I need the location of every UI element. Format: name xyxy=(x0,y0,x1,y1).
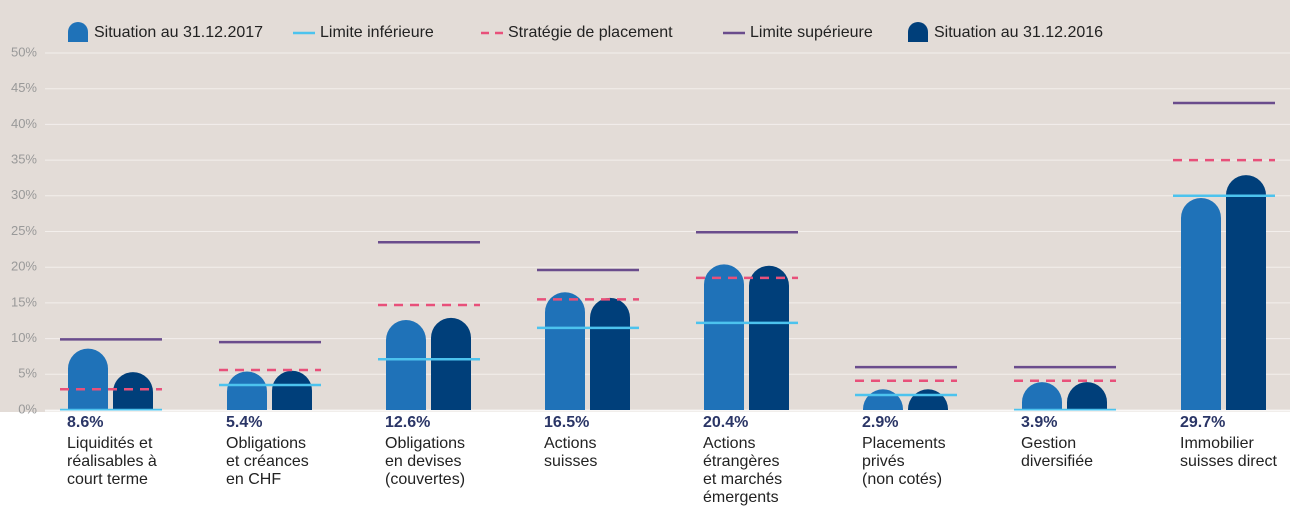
x-tick-label: Actions suisses xyxy=(544,435,598,470)
x-tick-label: Liquidités et réalisables à court terme xyxy=(67,435,157,488)
plot-background xyxy=(0,0,1290,412)
bar xyxy=(68,348,108,410)
legend-label: Limite supérieure xyxy=(750,24,873,41)
x-tick-label: Obligations en devises (couvertes) xyxy=(385,435,466,488)
x-tick-label: Obligations et créances en CHF xyxy=(226,435,309,488)
y-tick-label: 20% xyxy=(11,259,37,274)
bar xyxy=(1022,382,1062,410)
y-tick-label: 30% xyxy=(11,187,37,202)
y-tick-label: 40% xyxy=(11,116,37,131)
bar xyxy=(431,317,471,410)
legend-label: Limite inférieure xyxy=(320,24,434,41)
bar xyxy=(386,320,426,410)
y-tick-label: 35% xyxy=(11,152,37,167)
y-tick-label: 45% xyxy=(11,80,37,95)
value-label: 16.5% xyxy=(544,414,590,431)
y-tick-label: 0% xyxy=(18,401,37,416)
bar xyxy=(1226,175,1266,410)
value-label: 12.6% xyxy=(385,414,431,431)
x-tick-label: Placements privés (non cotés) xyxy=(862,435,946,488)
y-tick-label: 50% xyxy=(11,44,37,59)
bar xyxy=(1067,382,1107,410)
value-label: 20.4% xyxy=(703,414,749,431)
bar xyxy=(113,372,153,410)
legend-label: Situation au 31.12.2017 xyxy=(94,24,263,41)
y-tick-label: 25% xyxy=(11,223,37,238)
legend-icon xyxy=(908,22,928,42)
bar xyxy=(704,264,744,410)
x-tick-label: Actions étrangères et marchés émergents xyxy=(703,435,783,506)
value-label: 5.4% xyxy=(226,414,263,431)
legend-label: Stratégie de placement xyxy=(508,24,673,41)
x-tick-label: Gestion diversifiée xyxy=(1021,435,1094,470)
bar xyxy=(1181,197,1221,410)
value-label: 2.9% xyxy=(862,414,899,431)
value-label: 29.7% xyxy=(1180,414,1226,431)
value-label: 3.9% xyxy=(1021,414,1058,431)
bar xyxy=(590,297,630,410)
legend-label: Situation au 31.12.2016 xyxy=(934,24,1103,41)
bar xyxy=(545,292,585,410)
x-tick-label: Immobilier suisses direct xyxy=(1180,435,1277,470)
bar xyxy=(749,265,789,410)
y-tick-label: 15% xyxy=(11,294,37,309)
bar xyxy=(227,371,267,410)
y-tick-label: 10% xyxy=(11,330,37,345)
legend-icon xyxy=(68,22,88,42)
y-tick-label: 5% xyxy=(18,366,37,381)
value-label: 8.6% xyxy=(67,414,104,431)
bar xyxy=(272,370,312,410)
